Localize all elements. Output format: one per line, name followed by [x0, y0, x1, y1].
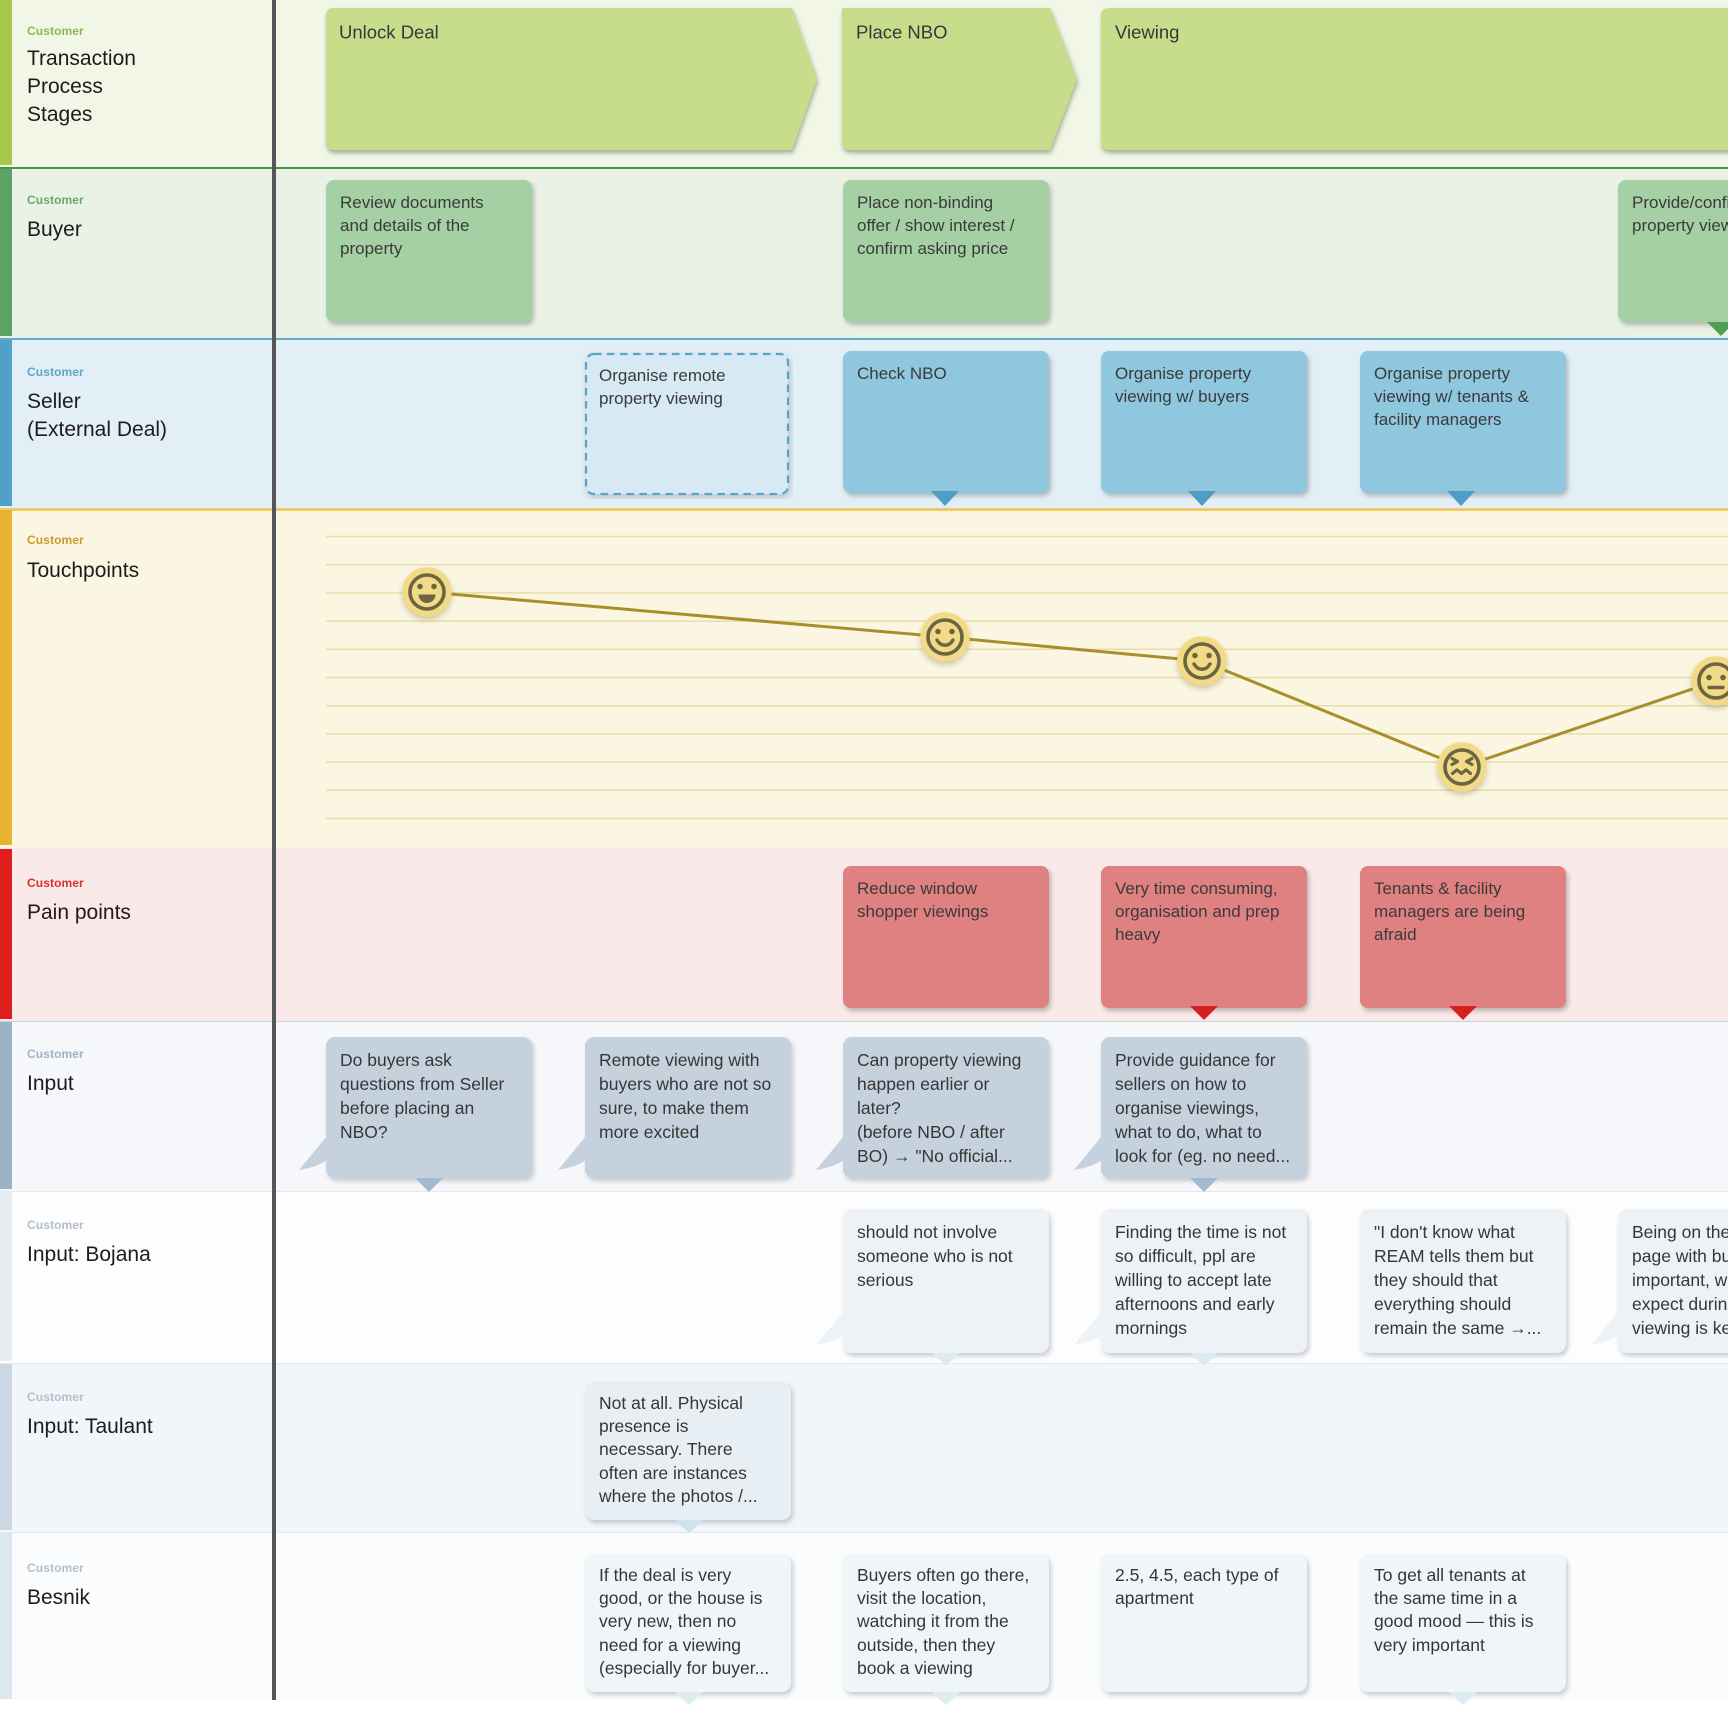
svg-text:Unlock Deal: Unlock Deal [339, 22, 439, 43]
svg-text:Viewing: Viewing [1115, 22, 1179, 43]
svg-text:Place NBO: Place NBO [856, 22, 948, 43]
